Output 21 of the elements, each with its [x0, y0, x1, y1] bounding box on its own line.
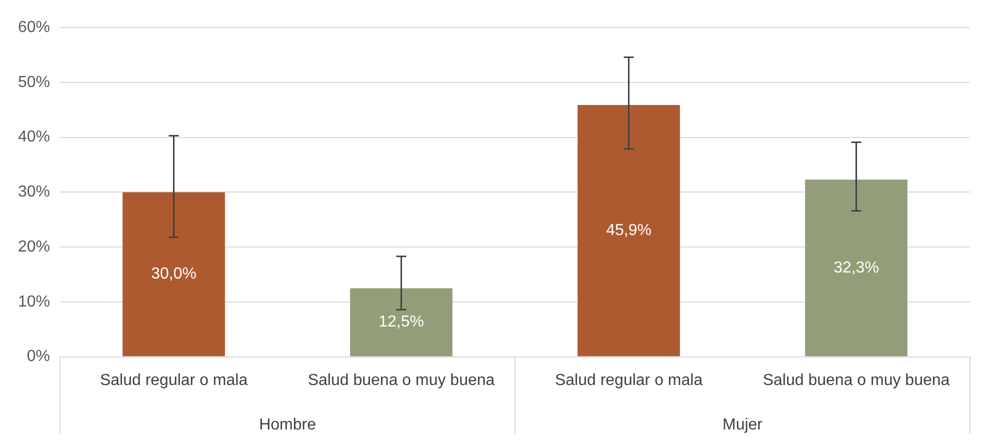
data-label: 45,9%: [606, 222, 652, 240]
text: Hombre: [259, 416, 316, 434]
data-label: 30,0%: [151, 266, 196, 283]
y-tick-label: 60%: [18, 19, 50, 36]
text: Mujer: [722, 416, 764, 434]
y-tick-label: 0%: [26, 348, 50, 366]
x-tick-label: Salud regular o mala: [100, 372, 248, 389]
data-label: 32,3%: [834, 259, 879, 276]
bar: [578, 104, 680, 356]
y-tick-label: 50%: [18, 74, 50, 91]
bar: [122, 192, 225, 356]
x-tick-label: Salud buena o muy buena: [762, 372, 950, 389]
y-tick-label: 10%: [18, 293, 50, 310]
y-tick-label: 30%: [18, 184, 50, 201]
x-tick-label: Salud regular o mala: [554, 372, 703, 389]
bar: [805, 180, 908, 356]
y-tick-label: 40%: [18, 128, 50, 146]
x-tick-label: Salud buena o muy buena: [308, 372, 495, 389]
data-label: 12,5%: [378, 314, 424, 331]
bar: [350, 288, 452, 356]
y-tick-label: 20%: [18, 238, 50, 256]
